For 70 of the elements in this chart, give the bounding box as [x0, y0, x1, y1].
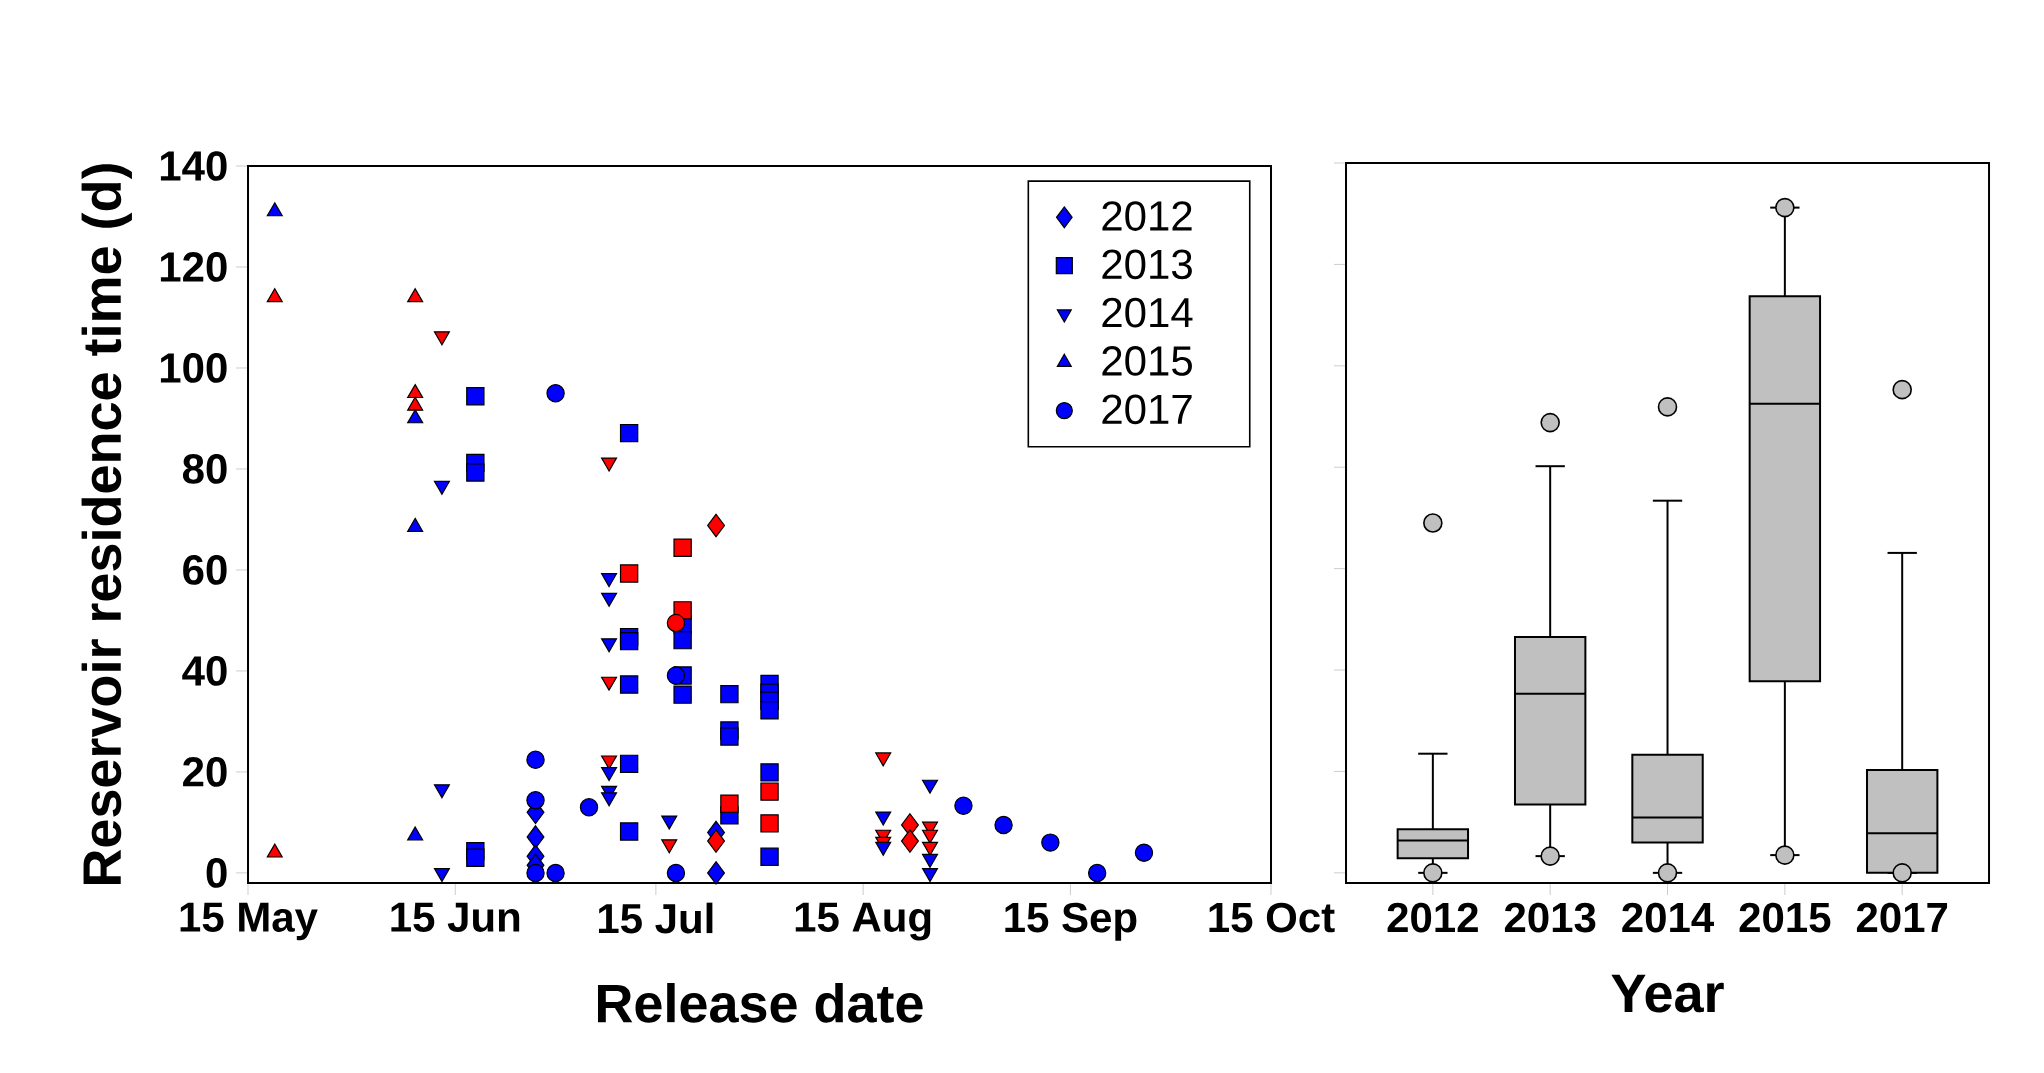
point [526, 825, 545, 849]
y-tick-label: 120 [160, 252, 227, 282]
point [707, 861, 726, 885]
y-tick-label: 60 [183, 555, 227, 585]
x-tick-label: 2015 [1739, 902, 1831, 933]
x-tick-label: 2017 [1856, 902, 1948, 933]
point [526, 790, 545, 810]
point [921, 779, 939, 794]
point [407, 288, 424, 303]
point [661, 815, 678, 830]
point [619, 822, 639, 841]
point [673, 685, 692, 704]
legend-label: 2014 [1102, 297, 1193, 328]
point [619, 675, 639, 694]
x-tick-label: 15 Oct [1209, 902, 1335, 933]
point [875, 811, 892, 826]
point [1087, 863, 1107, 883]
point [433, 868, 450, 883]
x-tick-label: 15 May [180, 902, 318, 941]
point [921, 853, 939, 868]
point [546, 863, 565, 883]
point [1041, 833, 1060, 852]
point [921, 868, 939, 883]
y-tick-label: 100 [160, 353, 227, 383]
y-axis-title: Reservoir residence time (d) [81, 164, 132, 885]
point [666, 863, 686, 883]
point [720, 727, 739, 746]
legend-label: 2017 [1102, 394, 1192, 425]
x-tick-label: 15 Jun [391, 902, 520, 932]
y-tick-label: 0 [206, 858, 227, 888]
point [526, 750, 545, 769]
x-axis-title: Release date [598, 983, 923, 1023]
y-tick-label: 40 [182, 656, 227, 686]
x-tick-label: 15 Aug [795, 902, 931, 941]
legend-label: 2012 [1102, 201, 1192, 231]
point [720, 684, 739, 704]
y-tick-label: 20 [183, 757, 227, 787]
x-tick-label: 2013 [1504, 902, 1596, 933]
point [466, 463, 485, 482]
point [760, 763, 779, 782]
point [266, 288, 283, 303]
y-tick-label: 80 [182, 454, 227, 484]
point [673, 630, 692, 650]
point [579, 798, 599, 817]
point [954, 796, 973, 815]
point [466, 848, 485, 867]
point [466, 387, 485, 406]
x-tick-label: 2014 [1622, 902, 1714, 933]
point [433, 784, 450, 799]
point [619, 754, 639, 774]
point [666, 666, 686, 685]
point [1134, 843, 1154, 862]
point [875, 841, 892, 856]
x-tick-label: 2012 [1387, 902, 1478, 933]
point [760, 701, 779, 720]
point [601, 792, 618, 807]
legend-label: 2015 [1102, 346, 1192, 376]
point [407, 384, 424, 399]
point [994, 815, 1013, 835]
y-tick-label: 140 [160, 151, 227, 181]
point [760, 847, 779, 866]
point [407, 396, 424, 411]
point [526, 863, 545, 883]
x-tick-label: 15 Jul [598, 902, 713, 934]
x-tick-label: 15 Sep [1005, 902, 1137, 941]
point [619, 423, 639, 443]
point [546, 384, 565, 403]
legend-label: 2013 [1102, 249, 1192, 280]
x-axis-title: Year [1611, 974, 1724, 1013]
point [601, 592, 618, 607]
